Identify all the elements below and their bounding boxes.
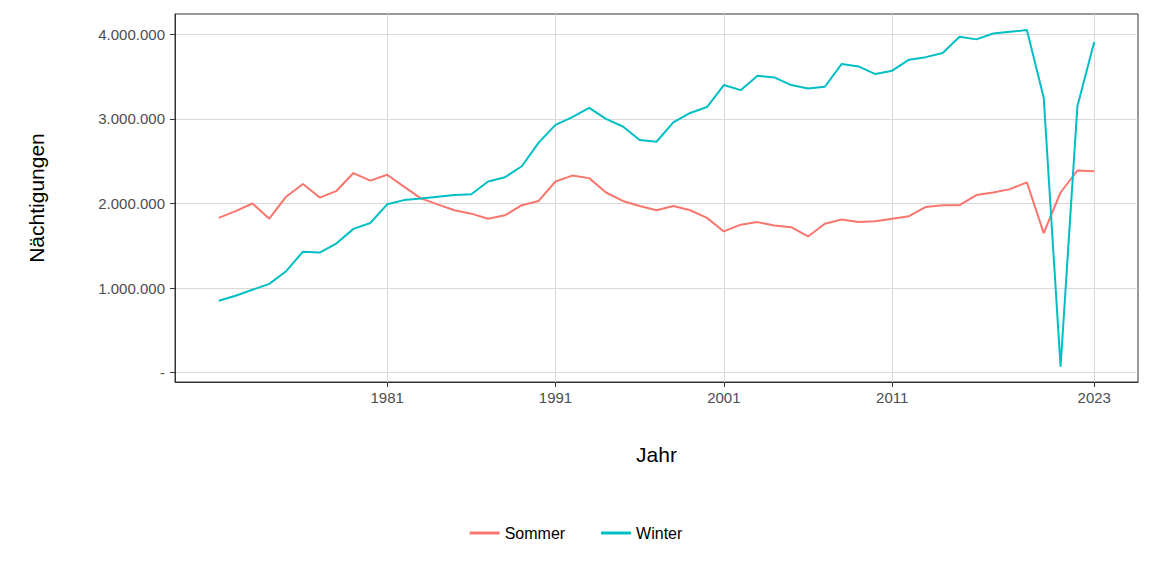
svg-text:4.000.000: 4.000.000 [98,26,165,43]
svg-text:Jahr: Jahr [636,443,677,466]
svg-text:3.000.000: 3.000.000 [98,110,165,127]
svg-text:Winter: Winter [636,525,683,542]
svg-text:1.000.000: 1.000.000 [98,280,165,297]
svg-text:2011: 2011 [876,389,908,406]
svg-text:2001: 2001 [707,389,740,406]
svg-text:Nächtigungen: Nächtigungen [25,133,48,263]
svg-text:2.000.000: 2.000.000 [98,195,165,212]
svg-text:1981: 1981 [370,389,403,406]
svg-text:-: - [160,364,165,381]
svg-text:1991: 1991 [539,389,572,406]
svg-text:Sommer: Sommer [505,525,566,542]
svg-text:2023: 2023 [1078,389,1111,406]
